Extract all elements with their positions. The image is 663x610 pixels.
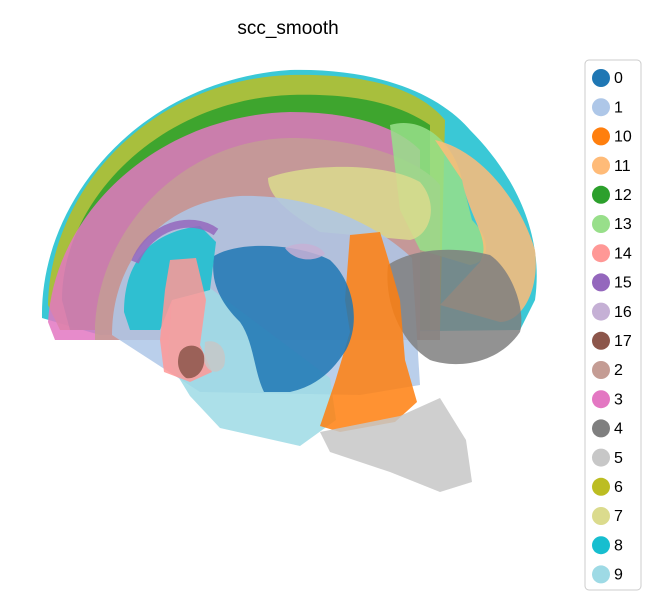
- cluster-region: [131, 219, 219, 264]
- legend-label: 13: [614, 216, 632, 233]
- legend-label: 9: [614, 567, 623, 584]
- legend-marker: [592, 507, 610, 525]
- legend-marker: [592, 215, 610, 233]
- legend-marker: [592, 98, 610, 117]
- legend-label: 11: [614, 158, 631, 175]
- cluster-region: [168, 288, 336, 446]
- legend-marker: [592, 361, 610, 379]
- legend-label: 7: [614, 508, 623, 525]
- legend-label: 0: [614, 70, 623, 87]
- legend-marker: [592, 127, 610, 146]
- legend-marker: [592, 244, 610, 263]
- legend-marker: [592, 565, 610, 584]
- tissue: [41, 69, 537, 492]
- legend-marker: [592, 185, 610, 204]
- legend-marker: [592, 156, 610, 175]
- cluster-region: [285, 243, 325, 260]
- cluster-region: [435, 140, 536, 322]
- legend-label: 17: [614, 333, 632, 350]
- legend-label: 15: [614, 275, 632, 292]
- legend-marker: [592, 477, 610, 496]
- legend-label: 5: [614, 450, 623, 467]
- cluster-region: [204, 341, 226, 372]
- cluster-region: [213, 245, 354, 392]
- legend-label: 3: [614, 391, 623, 408]
- legend-label: 1: [614, 99, 623, 116]
- legend-marker: [592, 419, 610, 438]
- legend-marker: [592, 536, 610, 555]
- legend-marker: [592, 302, 610, 321]
- legend-marker: [592, 331, 610, 350]
- legend-label: 8: [614, 537, 623, 554]
- legend-label: 4: [614, 421, 623, 438]
- legend-label: 12: [614, 187, 632, 204]
- cluster-region: [387, 249, 522, 365]
- legend-marker: [592, 273, 610, 292]
- legend-label: 16: [614, 304, 632, 321]
- legend-label: 10: [614, 129, 632, 146]
- legend-label: 14: [614, 245, 632, 262]
- cluster-region: [320, 398, 472, 492]
- legend-label: 2: [614, 362, 623, 379]
- legend-marker: [592, 390, 610, 409]
- legend-label: 6: [614, 479, 623, 496]
- legend-marker: [592, 69, 610, 87]
- chart-title: scc_smooth: [237, 18, 338, 39]
- cluster-region: [178, 345, 205, 379]
- legend-marker: [592, 448, 610, 467]
- cluster-region: [320, 232, 417, 432]
- legend-entries: 0 1 10 11 12 13 14 15 16 17 2 3 4 5 6 7 8 9: [592, 69, 632, 584]
